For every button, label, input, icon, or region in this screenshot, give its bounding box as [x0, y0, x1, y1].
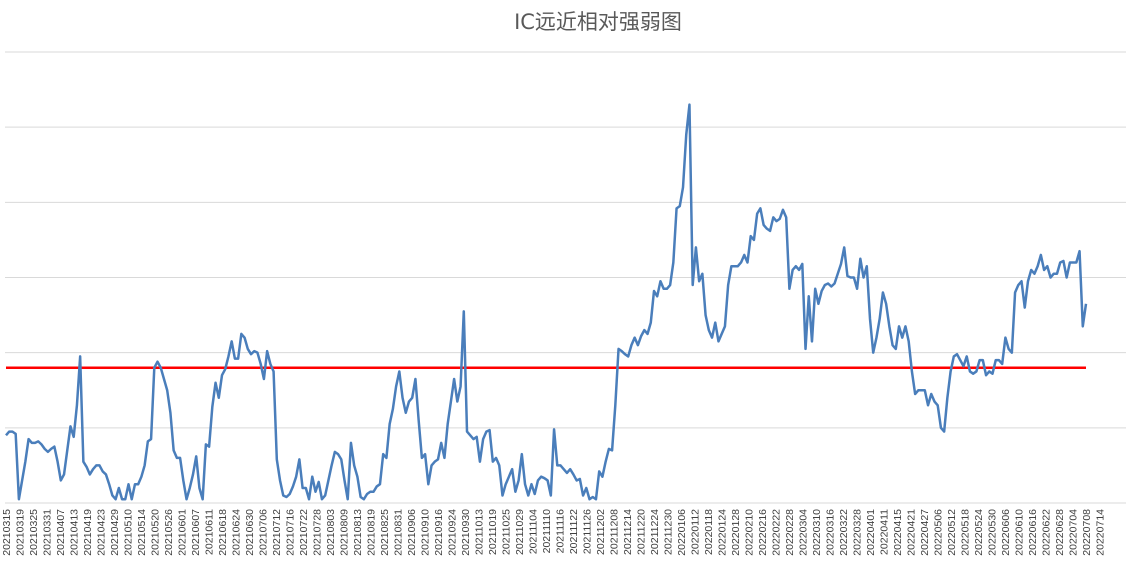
x-tick-label: 20210315: [1, 509, 13, 556]
x-tick-label: 20210624: [231, 509, 243, 556]
x-tick-label: 20210611: [204, 509, 216, 555]
x-tick-label: 20211230: [663, 509, 675, 555]
x-tick-label: 20210429: [109, 509, 121, 556]
x-tick-label: 20210319: [15, 509, 27, 556]
series-line: [5, 103, 1088, 501]
x-tick-label: 20220628: [1054, 509, 1066, 556]
x-tick-label: 20220415: [892, 509, 904, 556]
x-tick-label: 20210413: [69, 509, 81, 556]
x-tick-label: 20210722: [298, 509, 310, 556]
x-tick-label: 20210813: [352, 509, 364, 556]
x-tick-label: 20220112: [690, 509, 702, 555]
x-tick-label: 20210618: [217, 509, 229, 556]
x-tick-label: 20210419: [82, 509, 94, 556]
x-tick-label: 20210325: [28, 509, 40, 556]
x-tick-label: 20210510: [123, 509, 135, 556]
x-tick-label: 20220421: [906, 509, 918, 556]
x-tick-label: 20211208: [609, 509, 621, 555]
series-group: [5, 103, 1088, 501]
x-tick-label: 20210930: [460, 509, 472, 556]
x-tick-label: 20210601: [177, 509, 189, 556]
x-tick-label: 20211104: [528, 509, 540, 554]
x-tick-label: 20220304: [798, 509, 810, 556]
x-tick-label: 20210331: [42, 509, 54, 556]
x-tick-label: 20211110: [541, 509, 553, 554]
x-tick-label: 20220328: [852, 509, 864, 556]
x-tick-label: 20220411: [879, 509, 891, 555]
x-tick-label: 20220427: [919, 509, 931, 556]
x-tick-label: 20210607: [190, 509, 202, 556]
chart-title: IC远近相对强弱图: [514, 10, 682, 34]
x-tick-label: 20211220: [636, 509, 648, 555]
x-tick-label: 20211019: [487, 509, 499, 555]
x-tick-label: 20210809: [339, 509, 351, 556]
x-tick-label: 20220322: [838, 509, 850, 556]
x-tick-label: 20220228: [784, 509, 796, 556]
x-tick-label: 20210819: [366, 509, 378, 556]
x-tick-label: 20210423: [96, 509, 108, 556]
x-tick-label: 20220401: [865, 509, 877, 556]
x-tick-label: 20211029: [514, 509, 526, 555]
x-tick-label: 20220118: [703, 509, 715, 555]
x-tick-label: 20220222: [771, 509, 783, 556]
x-tick-label: 20210728: [312, 509, 324, 556]
x-tick-label: 20211126: [582, 509, 594, 554]
x-tick-label: 20220316: [825, 509, 837, 556]
x-tick-label: 20220512: [946, 509, 958, 556]
x-tick-label: 20220310: [811, 509, 823, 556]
x-tick-label: 20211224: [649, 509, 661, 555]
x-tick-label: 20220210: [744, 509, 756, 556]
x-tick-label: 20210825: [379, 509, 391, 556]
x-tick-label: 20210924: [447, 509, 459, 556]
x-tick-label: 20210526: [163, 509, 175, 556]
x-tick-label: 20220622: [1041, 509, 1053, 556]
x-tick-label: 20220606: [1000, 509, 1012, 556]
x-tick-label: 20220714: [1095, 509, 1107, 556]
x-tick-label: 20220616: [1027, 509, 1039, 556]
x-tick-label: 20210916: [433, 509, 445, 556]
x-tick-label: 20220506: [933, 509, 945, 556]
x-tick-label: 20211202: [595, 509, 607, 555]
x-tick-label: 20220704: [1068, 509, 1080, 556]
x-tick-label: 20220124: [717, 509, 729, 556]
x-tick-label: 20220708: [1081, 509, 1093, 556]
x-tick-label: 20211122: [568, 509, 580, 554]
gridlines: [5, 51, 1126, 504]
x-tick-label: 20210712: [271, 509, 283, 556]
x-tick-label: 20210910: [420, 509, 432, 556]
x-tick-label: 20220128: [730, 509, 742, 556]
x-tick-label: 20210630: [244, 509, 256, 556]
x-tick-label: 20210407: [55, 509, 67, 556]
x-tick-label: 20210716: [285, 509, 297, 556]
x-tick-label: 20210803: [325, 509, 337, 556]
x-tick-label: 20220216: [757, 509, 769, 556]
x-tick-label: 20220524: [973, 509, 985, 556]
x-tick-label: 20210706: [258, 509, 270, 556]
x-tick-label: 20211013: [474, 509, 486, 555]
x-tick-label: 20210520: [150, 509, 162, 556]
x-tick-label: 20210514: [136, 509, 148, 556]
x-tick-label: 20211025: [501, 509, 513, 555]
x-tick-label: 20211116: [555, 509, 567, 554]
x-tick-label: 20211214: [622, 509, 634, 555]
x-axis-tick-labels: 20210315 20210319 20210325 20210331 20210407…: [1, 509, 1107, 556]
x-tick-label: 20220106: [676, 509, 688, 556]
x-tick-label: 20220530: [987, 509, 999, 556]
x-tick-label: 20210906: [406, 509, 418, 556]
x-tick-label: 20210831: [393, 509, 405, 556]
x-tick-label: 20220610: [1014, 509, 1026, 556]
x-tick-label: 20220518: [960, 509, 972, 556]
